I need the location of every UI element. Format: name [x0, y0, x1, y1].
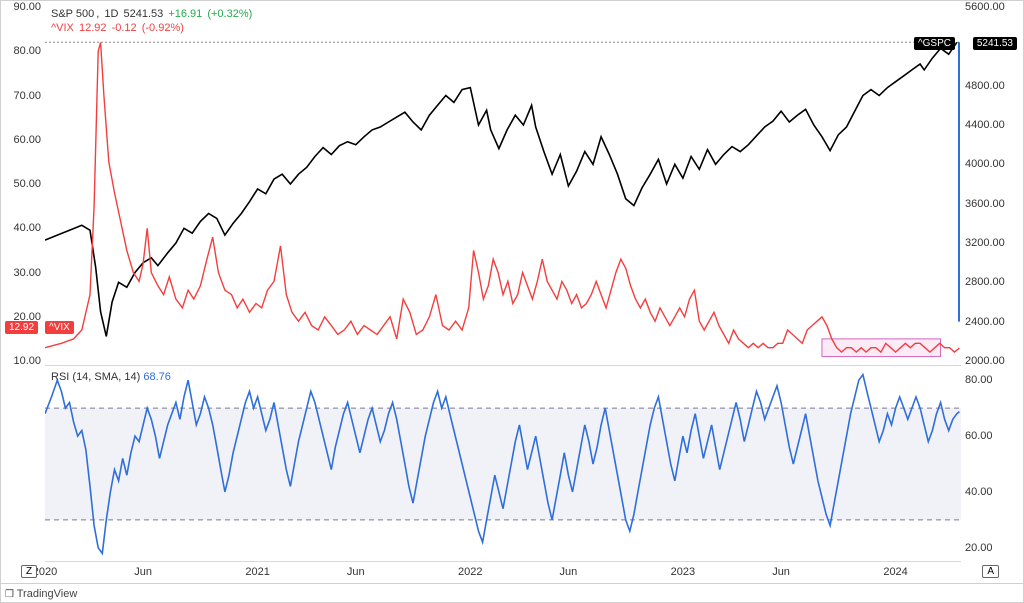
left-axis-vix: 10.0020.0030.0040.0050.0060.0070.0080.00… — [1, 7, 45, 361]
left-tick: 10.00 — [1, 355, 41, 367]
time-label: 2023 — [671, 566, 695, 578]
vix-name: ^VIX — [51, 22, 74, 34]
rsi-chart[interactable] — [45, 369, 961, 559]
left-tick: 90.00 — [1, 1, 41, 13]
rsi-name: RSI — [51, 371, 69, 383]
time-label: 2022 — [458, 566, 482, 578]
right-tick: 3600.00 — [965, 198, 1023, 210]
footer-divider — [1, 583, 1023, 584]
rsi-value: 68.76 — [143, 371, 171, 383]
time-label: Jun — [560, 566, 578, 578]
left-tick: 80.00 — [1, 45, 41, 57]
chart-legend: S&P 500, 1D 5241.53 +16.91 (+0.32%) ^VIX… — [51, 7, 254, 35]
rsi-right-axis: 20.00 40.00 60.00 80.00 — [959, 369, 1023, 559]
right-axis-sp500: 2000.002400.002800.003200.003600.004000.… — [959, 1, 1023, 361]
right-tick: 4800.00 — [965, 80, 1023, 92]
left-tick: 50.00 — [1, 178, 41, 190]
rsi-tick: 80.00 — [965, 374, 1023, 386]
vix-symbol-badge[interactable]: ^VIX — [45, 321, 74, 334]
left-tick: 30.00 — [1, 267, 41, 279]
rsi-params: (14, SMA, 14) — [72, 371, 140, 383]
gspc-symbol-badge[interactable]: ^GSPC — [914, 37, 955, 50]
rsi-legend: RSI (14, SMA, 14) 68.76 — [51, 371, 171, 383]
time-label: Jun — [134, 566, 152, 578]
main-chart-svg — [45, 7, 961, 361]
tradingview-logo[interactable]: TradingView — [5, 588, 77, 600]
rsi-tick: 40.00 — [965, 486, 1023, 498]
right-tick: 5600.00 — [965, 1, 1023, 13]
gspc-price-badge: 5241.53 — [973, 37, 1017, 50]
right-tick: 4000.00 — [965, 158, 1023, 170]
time-label: 2021 — [245, 566, 269, 578]
chart-container: 10.00 20.00 30.00 40.00 50.00 60.00 70.00 80.00… — [0, 0, 1024, 603]
auto-scale-button[interactable]: A — [982, 565, 999, 578]
left-tick: 60.00 — [1, 134, 41, 146]
rsi-tick: 20.00 — [965, 542, 1023, 554]
rsi-chart-svg — [45, 369, 961, 559]
vix-price-badge: 12.92 — [5, 321, 38, 334]
right-tick: 2400.00 — [965, 316, 1023, 328]
right-tick: 3200.00 — [965, 237, 1023, 249]
zoom-out-button[interactable]: Z — [21, 565, 37, 578]
left-tick: 40.00 — [1, 222, 41, 234]
sp500-last: 5241.53 — [123, 8, 163, 20]
sp500-change: +16.91 — [168, 8, 202, 20]
right-tick: 2000.00 — [965, 355, 1023, 367]
sp500-name: S&P 500 — [51, 8, 94, 20]
vix-last: 12.92 — [79, 22, 107, 34]
sp500-pct: (+0.32%) — [207, 8, 252, 20]
main-price-chart[interactable] — [45, 7, 961, 361]
time-label: Jun — [772, 566, 790, 578]
left-tick: 70.00 — [1, 90, 41, 102]
vix-change: -0.12 — [112, 22, 137, 34]
panel-divider[interactable] — [45, 365, 961, 366]
vix-pct: (-0.92%) — [142, 22, 184, 34]
rsi-tick: 60.00 — [965, 430, 1023, 442]
sp500-timeframe: 1D — [104, 8, 118, 20]
right-tick: 4400.00 — [965, 119, 1023, 131]
time-label: 2024 — [883, 566, 907, 578]
xaxis-divider — [45, 561, 961, 562]
right-tick: 2800.00 — [965, 276, 1023, 288]
time-axis[interactable]: 2020Jun2021Jun2022Jun2023Jun2024 — [45, 563, 961, 585]
time-label: Jun — [347, 566, 365, 578]
